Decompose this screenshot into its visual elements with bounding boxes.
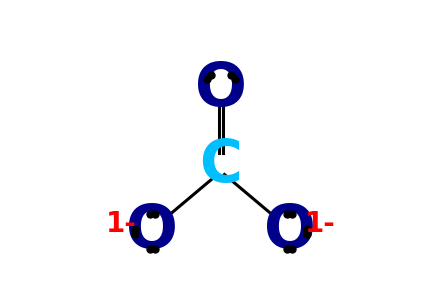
Text: C: C — [199, 136, 242, 193]
Text: O: O — [194, 60, 246, 119]
Text: 1-: 1- — [304, 210, 335, 238]
Text: O: O — [126, 202, 178, 261]
Text: 1-: 1- — [106, 210, 136, 238]
Text: O: O — [263, 202, 315, 261]
